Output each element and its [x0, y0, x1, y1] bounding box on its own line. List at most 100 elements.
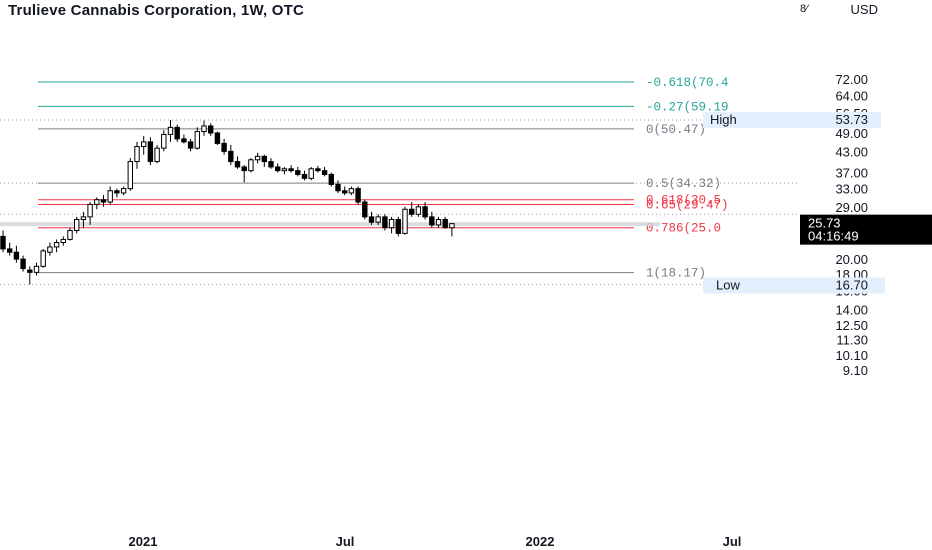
y-tick-label-4: 43.00 — [835, 144, 868, 159]
candle-29 — [194, 127, 201, 150]
candle-55 — [368, 211, 375, 225]
candle-body-29 — [194, 131, 201, 149]
y-tick-label-9: 20.00 — [835, 252, 868, 267]
time-axis-bg — [0, 530, 800, 550]
x-tick-label-3: Jul — [723, 534, 742, 549]
chart-title: Trulieve Cannabis Corporation, 1W, OTC — [8, 2, 304, 19]
candle-body-49 — [328, 173, 335, 185]
candle-body-2 — [13, 251, 20, 260]
candle-body-3 — [20, 258, 26, 270]
candle-36 — [241, 165, 247, 183]
candlestick-series[interactable] — [0, 120, 455, 285]
candle-32 — [214, 131, 221, 145]
y-tick-label-14: 11.30 — [836, 332, 868, 347]
candle-2 — [13, 245, 20, 263]
candle-body-50 — [335, 183, 341, 192]
candle-18 — [120, 186, 127, 196]
candle-body-55 — [368, 216, 375, 223]
high-tag-label: High — [710, 112, 737, 127]
candle-28 — [187, 138, 194, 152]
x-tick-label-0: 2021 — [129, 534, 158, 549]
fib-label-0: -0.618(70.4 — [646, 76, 729, 90]
high-tag-bg — [703, 112, 881, 129]
candle-body-11 — [74, 218, 80, 232]
candle-body-32 — [214, 132, 221, 144]
candle-body-25 — [167, 126, 174, 135]
candle-46 — [308, 166, 314, 181]
candle-body-14 — [94, 199, 100, 205]
candle-49 — [328, 172, 335, 187]
candle-body-36 — [241, 166, 247, 172]
candle-body-61 — [409, 208, 415, 215]
currency-label[interactable]: USD — [850, 2, 878, 17]
candle-body-51 — [342, 190, 348, 194]
candle-60 — [402, 206, 408, 235]
candle-16 — [107, 186, 113, 205]
candle-body-64 — [429, 216, 435, 226]
candle-body-17 — [114, 190, 120, 194]
candle-20 — [134, 141, 140, 169]
candle-body-62 — [415, 206, 422, 215]
candle-1 — [7, 242, 13, 256]
candle-body-16 — [107, 190, 113, 203]
candle-21 — [141, 135, 147, 155]
candle-23 — [154, 144, 160, 164]
candle-38 — [254, 153, 261, 164]
candle-body-26 — [174, 126, 180, 140]
candle-body-0 — [0, 235, 6, 250]
candle-3 — [20, 255, 26, 272]
fib-label-7: 1(18.17) — [646, 267, 706, 281]
candle-26 — [174, 124, 180, 142]
candle-45 — [301, 170, 308, 181]
currency-menu-icon[interactable]: 8⁄ — [800, 3, 808, 15]
y-tick-label-12: 14.00 — [835, 302, 868, 317]
candle-body-37 — [248, 159, 254, 172]
candle-22 — [147, 137, 154, 166]
y-tick-label-7: 29.00 — [835, 200, 868, 215]
candle-body-58 — [388, 218, 395, 229]
candle-body-46 — [308, 168, 314, 179]
candle-body-44 — [295, 170, 301, 175]
candle-35 — [234, 156, 241, 169]
candle-39 — [261, 154, 268, 167]
time-axis[interactable]: 2021 Jul 2022 Jul — [0, 530, 800, 550]
y-tick-label-5: 37.00 — [835, 166, 868, 181]
candle-44 — [295, 166, 301, 177]
candle-52 — [348, 186, 355, 196]
candle-body-59 — [395, 218, 402, 234]
y-tick-label-15: 10.10 — [835, 348, 868, 363]
candle-body-43 — [288, 168, 294, 172]
price-axis[interactable]: 72.0064.0056.5049.0043.0037.0033.0029.00… — [835, 72, 868, 378]
candle-65 — [435, 216, 442, 228]
candle-body-57 — [382, 216, 388, 229]
candle-13 — [87, 202, 93, 225]
candle-8 — [53, 239, 60, 253]
current-price-band — [0, 222, 660, 227]
candle-25 — [167, 120, 174, 142]
candle-body-65 — [435, 218, 442, 226]
candle-11 — [74, 216, 80, 234]
candle-body-22 — [147, 141, 154, 163]
candle-body-7 — [47, 246, 53, 253]
candle-43 — [288, 165, 294, 173]
candle-56 — [375, 214, 381, 225]
candle-body-28 — [187, 141, 194, 149]
candle-27 — [181, 134, 187, 144]
candle-66 — [442, 216, 448, 229]
candle-body-45 — [301, 173, 308, 179]
candle-body-33 — [221, 142, 227, 152]
last-price-value: 25.73 — [808, 216, 841, 231]
low-tag-bg — [703, 277, 885, 294]
candle-body-5 — [33, 265, 40, 273]
candle-31 — [208, 123, 214, 136]
candle-body-30 — [201, 125, 207, 133]
low-tag-label: Low — [716, 277, 740, 292]
candle-body-35 — [234, 161, 241, 168]
fib-label-2: 0(50.47) — [646, 123, 706, 137]
candle-body-24 — [161, 133, 167, 149]
candle-body-6 — [40, 250, 46, 267]
candle-64 — [429, 211, 435, 228]
fib-retracement[interactable]: -0.618(70.4 -0.27(59.19 0(50.47) 0.5(34.32)… — [38, 76, 729, 281]
